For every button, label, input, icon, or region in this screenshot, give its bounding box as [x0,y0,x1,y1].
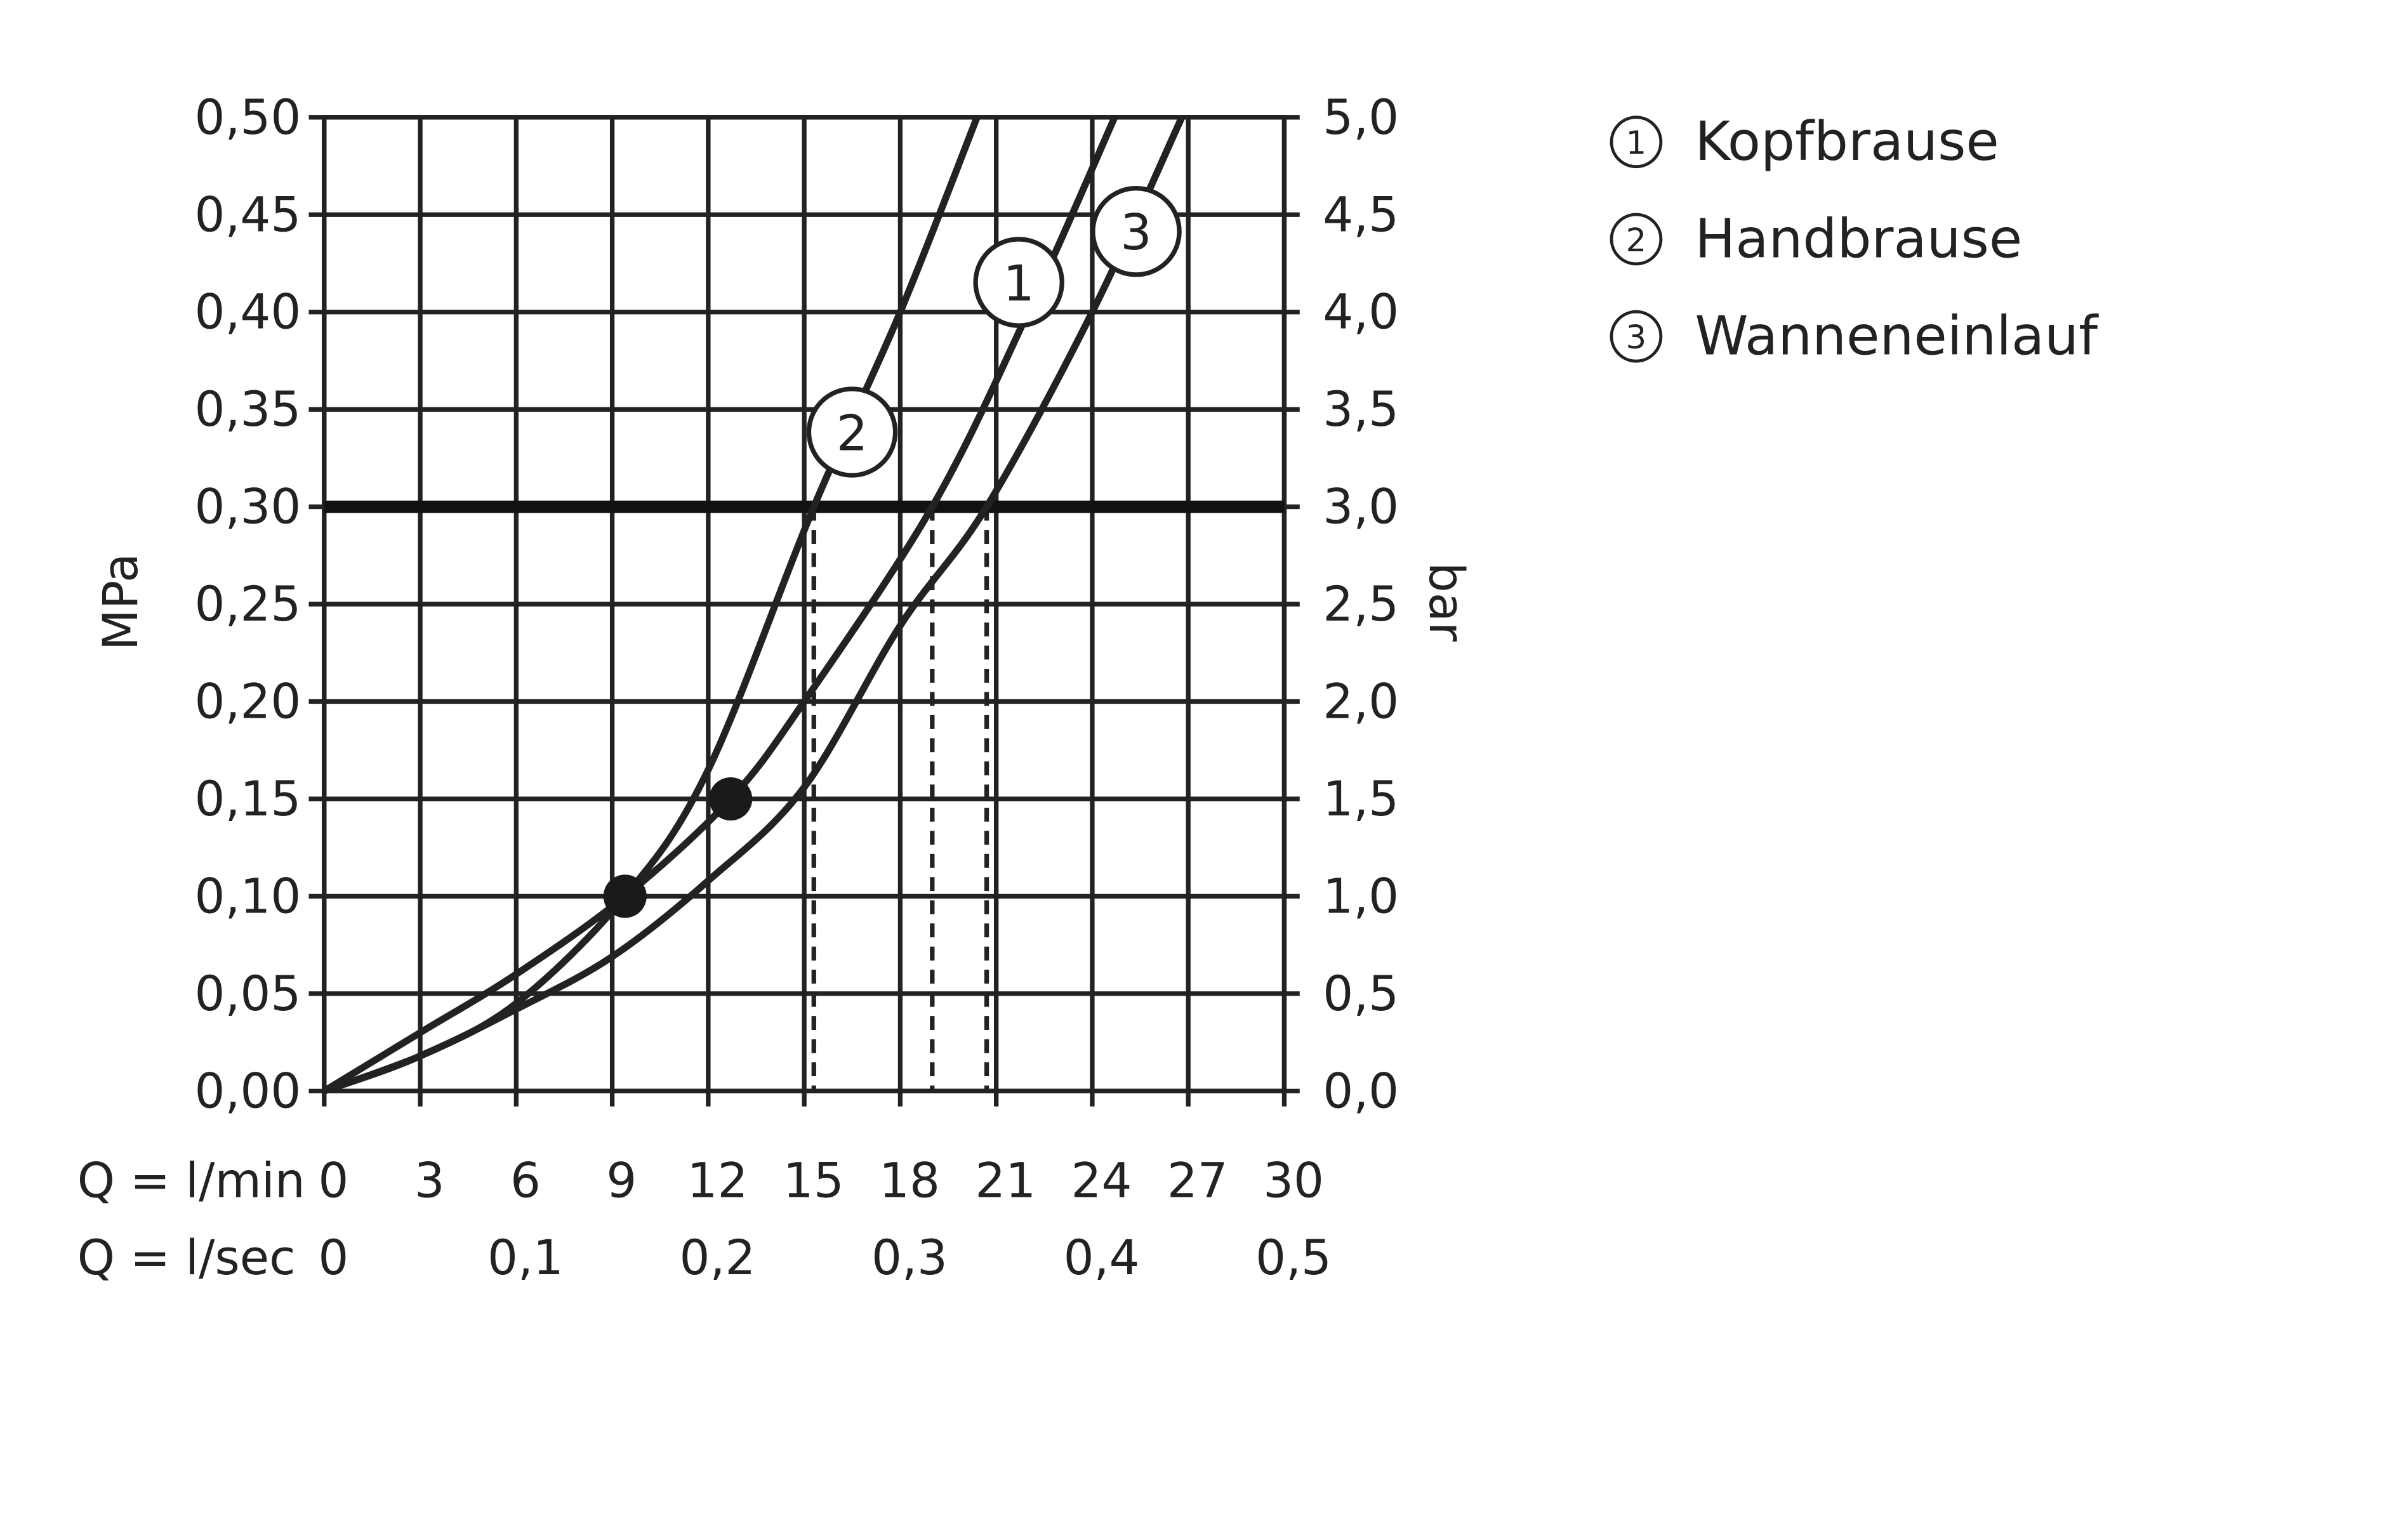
legend-circle [1610,310,1663,363]
x-axis-label: Q = l/min [77,1152,305,1208]
curve [322,115,1118,1095]
x-tick-label: 15 [783,1152,844,1208]
y2-tick-label: 4,0 [1323,284,1399,340]
legend-label: Wanneneinlauf [1695,305,2099,368]
y-tick-label: 0,45 [195,187,301,242]
x-tick-label: 12 [687,1152,748,1208]
y-tick-label: 0,05 [195,966,301,1022]
curve-label: 2 [837,405,868,462]
legend-number: 2 [1626,222,1646,260]
y-tick-label: 0,20 [195,674,301,730]
y-tick-label: 0,00 [195,1063,301,1119]
curve-label: 1 [1003,255,1035,312]
y2-axis-label: bar [1419,562,1474,642]
x2-tick-label: 0,1 [487,1230,564,1286]
curve [322,115,1186,1095]
x2-tick-label: 0,4 [1064,1230,1140,1286]
y-tick-label: 0,50 [195,89,301,145]
x-tick-label: 24 [1071,1152,1132,1208]
x-tick-label: 9 [606,1152,637,1208]
curve-label: 3 [1120,204,1152,261]
legend-label: Handbrause [1695,208,2022,270]
y-tick-label: 0,40 [195,284,301,340]
y2-tick-label: 0,5 [1323,966,1399,1022]
x2-tick-label: 0,2 [680,1230,756,1286]
x2-tick-label: 0,5 [1255,1230,1332,1286]
curve-label-circle [973,237,1064,328]
y2-tick-label: 1,5 [1323,771,1399,827]
y-tick-label: 0,30 [195,479,301,535]
y2-tick-label: 3,0 [1323,479,1399,535]
y-axis-label: MPa [93,553,149,650]
marker-dot [603,874,647,918]
y2-tick-label: 1,0 [1323,868,1399,924]
y2-tick-label: 3,5 [1323,381,1399,437]
y-tick-label: 0,15 [195,771,301,827]
y-tick-label: 0,10 [195,868,301,924]
x-tick-label: 0 [318,1152,348,1208]
x2-tick-label: 0 [318,1230,348,1286]
x2-tick-label: 0,3 [871,1230,948,1286]
y-tick-label: 0,35 [195,381,301,437]
y2-tick-label: 4,5 [1323,187,1399,242]
y2-tick-label: 2,0 [1323,674,1399,730]
legend-label: Kopfbrause [1695,110,1999,173]
plot-frame [322,115,1287,1093]
x-tick-label: 27 [1167,1152,1228,1208]
marker-dot [709,777,753,821]
x-tick-label: 30 [1263,1152,1324,1208]
x-tick-label: 6 [510,1152,541,1208]
legend-circle [1610,115,1663,169]
legend-circle [1610,213,1663,266]
legend-number: 3 [1626,319,1646,357]
x-tick-label: 3 [414,1152,445,1208]
y2-tick-label: 5,0 [1323,89,1399,145]
y-tick-label: 0,25 [195,576,301,632]
x-tick-label: 18 [879,1152,940,1208]
curve-label-circle [1090,186,1182,277]
x-tick-label: 21 [975,1152,1036,1208]
y2-tick-label: 2,5 [1323,576,1399,632]
y2-tick-label: 0,0 [1323,1063,1399,1119]
x2-axis-label: Q = l/sec [77,1230,296,1286]
legend-number: 1 [1626,125,1646,162]
curve-label-circle [806,386,898,478]
